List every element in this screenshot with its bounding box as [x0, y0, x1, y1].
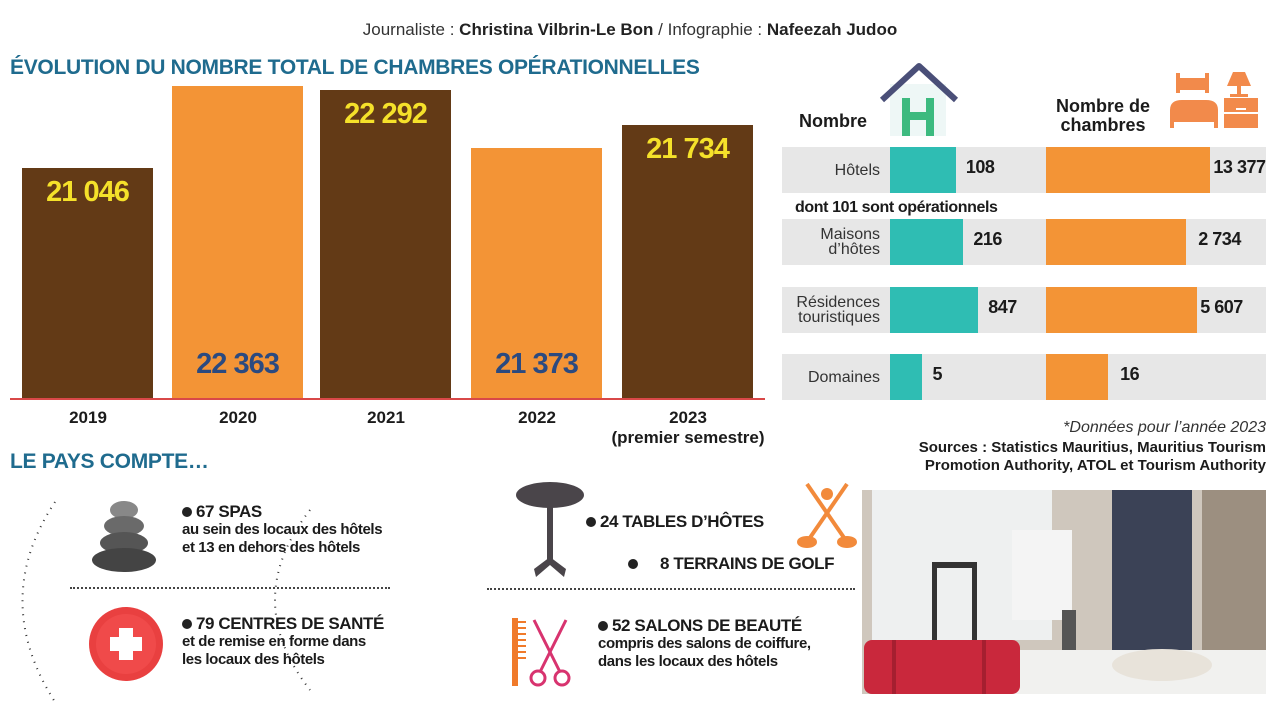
- row-label: Résidences touristiques: [796, 294, 880, 326]
- bullet-icon: [628, 559, 638, 569]
- journalist-name: Christina Vilbrin-Le Bon: [459, 20, 654, 39]
- bullet-icon: [182, 619, 192, 629]
- bar-2021: [320, 90, 451, 398]
- bullet-icon: [598, 621, 608, 631]
- data-note: *Données pour l’année 2023: [1063, 419, 1266, 436]
- x-tick-label: 2023 (premier semestre): [608, 408, 768, 448]
- rooms-bar: [1046, 287, 1198, 333]
- golf-item: 8 TERRAINS DE GOLF: [628, 554, 835, 573]
- health-centres-item: 79 CENTRES DE SANTÉ et de remise en forme…: [182, 615, 384, 669]
- rooms-bar: [1046, 147, 1211, 193]
- row-label: Hôtels: [834, 161, 880, 179]
- bar-value-label: 22 292: [344, 98, 428, 131]
- baseline: [10, 398, 765, 400]
- hotel-room-photo: [862, 490, 1266, 694]
- medical-cross-icon: [89, 607, 163, 681]
- count-value: 108: [965, 157, 995, 177]
- item-desc: compris des salons de coiffure,: [598, 635, 811, 652]
- rooms-value: 13 377: [1213, 157, 1266, 177]
- rooms-value: 2 734: [1198, 229, 1241, 249]
- row-label: Maisons d’hôtes: [820, 226, 880, 258]
- bar-2020: [172, 86, 303, 398]
- x-tick-line: 2023: [669, 408, 707, 427]
- bed-and-nightstand-icon: [1170, 72, 1258, 128]
- count-header: Nombre: [799, 111, 868, 131]
- x-tick-label: 2019: [8, 408, 168, 428]
- sources: Sources : Statistics Mauritius, Mauritiu…: [919, 439, 1266, 475]
- rooms-bar-chart: 21 046 2019 22 363 2020 22 292 2021 21 373 2022…: [0, 80, 770, 450]
- operational-annotation: dont 101 sont opérationnels: [795, 199, 998, 216]
- sources-line: Promotion Authority, ATOL et Tourism Aut…: [924, 457, 1266, 474]
- count-bar: [890, 287, 979, 333]
- row-background: [782, 354, 1266, 400]
- item-title: 52 SALONS DE BEAUTÉ: [612, 616, 802, 635]
- count-bar: [890, 147, 956, 193]
- x-tick-label: 2021: [306, 408, 466, 428]
- item-title: 79 CENTRES DE SANTÉ: [196, 614, 384, 633]
- bar-2019: [22, 168, 153, 398]
- x-tick-line: 2019: [69, 408, 107, 427]
- infographic-name: Nafeezah Judoo: [766, 20, 898, 39]
- credit-line: Journaliste : Christina Vilbrin-Le Bon /…: [0, 20, 1260, 40]
- bar-value-label: 21 373: [495, 348, 579, 380]
- x-tick-line: 2020: [219, 408, 257, 427]
- journalist-label: Journaliste :: [362, 20, 455, 39]
- rooms-bar: [1046, 219, 1187, 265]
- x-tick-label: 2022: [457, 408, 617, 428]
- count-value: 5: [932, 364, 942, 384]
- bar-value-label: 21 734: [646, 133, 730, 166]
- item-desc: au sein des locaux des hôtels: [182, 521, 383, 538]
- item-title: 67 SPAS: [196, 502, 262, 521]
- beauty-salons-item: 52 SALONS DE BEAUTÉ compris des salons de…: [598, 617, 811, 671]
- infographic-label: Infographie :: [667, 20, 763, 39]
- bar-2023: [622, 125, 753, 398]
- rooms-bar: [1046, 354, 1109, 400]
- stacked-stones-icon: [92, 501, 156, 572]
- item-desc: et de remise en forme dans: [182, 633, 366, 650]
- rooms-header: Nombre de chambres: [1055, 96, 1151, 135]
- count-bar: [890, 219, 964, 265]
- x-tick-line: 2021: [367, 408, 405, 427]
- bullet-icon: [586, 517, 596, 527]
- count-bar: [890, 354, 923, 400]
- count-value: 847: [988, 297, 1017, 317]
- bullet-icon: [182, 507, 192, 517]
- bar-value-label: 21 046: [46, 176, 130, 209]
- comb-scissors-icon: [512, 618, 571, 687]
- item-desc: et 13 en dehors des hôtels: [182, 539, 360, 556]
- spas-item: 67 SPAS au sein des locaux des hôtels et 1…: [182, 502, 383, 557]
- item-title: 24 TABLES D’HÔTES: [600, 512, 764, 531]
- item-desc: les locaux des hôtels: [182, 651, 325, 668]
- rooms-value: 16: [1120, 364, 1140, 384]
- divider: [487, 588, 855, 590]
- golf-icon: [797, 482, 857, 548]
- chart-title: ÉVOLUTION DU NOMBRE TOTAL DE CHAMBRES OP…: [10, 56, 700, 79]
- count-value: 216: [973, 229, 1002, 249]
- hotel-house-icon: [879, 63, 959, 136]
- bar-2022: [471, 147, 602, 398]
- item-title: 8 TERRAINS DE GOLF: [660, 554, 835, 573]
- x-tick-label: 2020: [158, 408, 318, 428]
- section-title: LE PAYS COMPTE…: [10, 450, 209, 473]
- x-tick-line: 2022: [518, 408, 556, 427]
- table-icon: [516, 482, 584, 577]
- tables-item: 24 TABLES D’HÔTES: [586, 513, 764, 531]
- dotted-arcs: [21, 501, 311, 703]
- sources-line: Sources : Statistics Mauritius, Mauritiu…: [918, 439, 1266, 456]
- bar-value-label: 22 363: [196, 348, 280, 380]
- separator: /: [653, 20, 668, 39]
- divider: [70, 587, 390, 589]
- item-desc: dans les locaux des hôtels: [598, 653, 778, 670]
- row-label: Domaines: [807, 368, 880, 386]
- rooms-value: 5 607: [1200, 297, 1243, 317]
- x-tick-line: (premier semestre): [611, 428, 765, 447]
